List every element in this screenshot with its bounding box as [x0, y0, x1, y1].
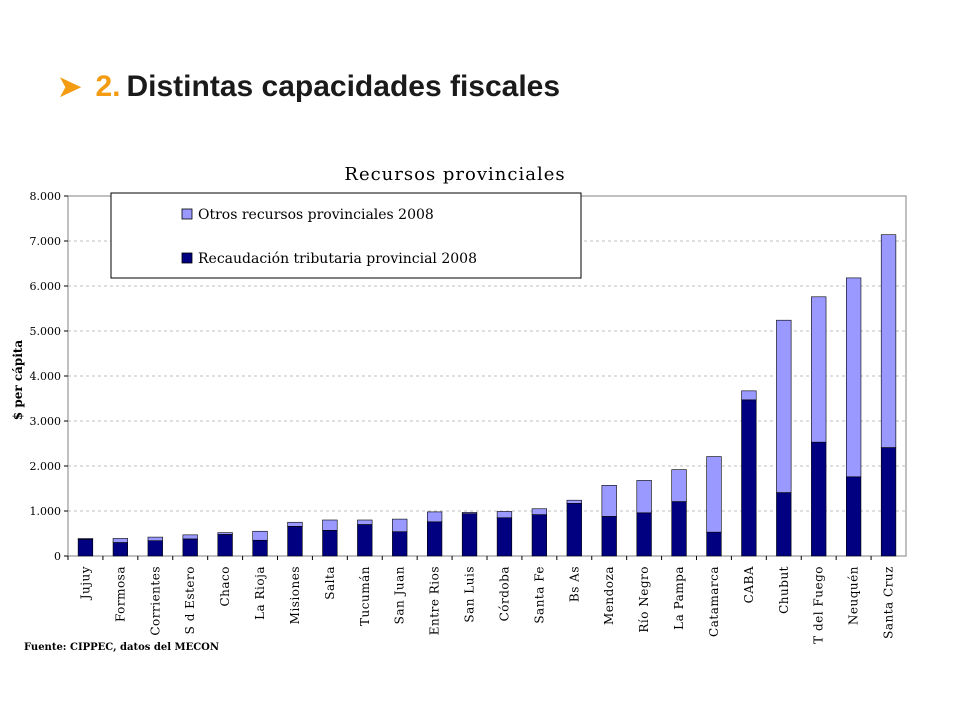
bar-otros: [531, 508, 548, 515]
bar-otros: [845, 277, 862, 478]
bar-recaudacion: [461, 513, 478, 557]
bar-recaudacion: [741, 399, 757, 557]
bar-recaudacion: [357, 524, 373, 557]
bar-otros: [147, 536, 163, 541]
x-tick-label: CABA: [742, 566, 756, 603]
y-tick-label: 5.000: [30, 325, 62, 338]
bar-otros: [496, 511, 513, 519]
chart-title: Recursos provinciales: [344, 164, 565, 185]
bar-otros: [880, 234, 897, 448]
legend-label-recaudacion: Recaudación tributaria provincial 2008: [198, 251, 477, 267]
bar-recaudacion: [811, 441, 827, 557]
y-tick-label: 0: [54, 550, 61, 563]
y-tick-label: 7.000: [30, 235, 62, 248]
legend-box: [110, 192, 582, 279]
bar-otros: [566, 499, 582, 504]
legend-swatch-recaudacion: [181, 252, 193, 264]
legend-swatch-otros: [181, 208, 193, 220]
y-tick-label: 1.000: [30, 505, 62, 518]
bar-otros: [357, 519, 373, 525]
x-axis-ticks: Jujuy Formosa Corrientes S d Estero Chaco La …: [67, 556, 896, 644]
x-tick-label: Corrientes: [148, 566, 162, 636]
x-tick-label: San Luis: [463, 566, 477, 623]
bar-recaudacion: [845, 476, 862, 557]
legend-label-otros: Otros recursos provinciales 2008: [198, 207, 434, 223]
bar-otros: [252, 530, 268, 541]
bar-otros: [217, 532, 233, 535]
x-tick-label: Chaco: [218, 566, 232, 607]
bar-recaudacion: [287, 525, 303, 557]
bar-recaudacion: [112, 542, 129, 557]
x-tick-label: Jujuy: [78, 566, 92, 601]
bar-otros: [636, 480, 652, 514]
arrow-right-icon: ➤: [58, 71, 82, 102]
bar-recaudacion: [392, 531, 408, 557]
bar-otros: [741, 390, 757, 401]
x-tick-label: Santa Cruz: [882, 566, 896, 639]
bar-recaudacion: [496, 517, 513, 557]
source-note: Fuente: CIPPEC, datos del MECON: [24, 642, 220, 653]
bar-otros: [671, 469, 687, 502]
bar-otros: [426, 511, 443, 523]
bar-otros: [112, 538, 129, 543]
x-tick-label: Chubut: [777, 566, 791, 614]
bar-otros: [601, 485, 617, 517]
x-tick-label: Córdoba: [497, 566, 511, 621]
bar-recaudacion: [531, 514, 548, 557]
y-tick-label: 3.000: [30, 415, 62, 428]
x-tick-label: S d Estero: [183, 566, 197, 634]
bar-recaudacion: [776, 492, 792, 557]
bar-otros: [461, 512, 478, 514]
bar-recaudacion: [671, 501, 687, 557]
bar-otros: [322, 519, 338, 531]
x-tick-label: Río Negro: [637, 566, 651, 633]
bar-otros: [392, 518, 408, 532]
x-tick-label: Tucumán: [358, 566, 372, 626]
bar-recaudacion: [566, 503, 582, 557]
y-tick-label: 4.000: [30, 370, 62, 383]
bar-recaudacion: [147, 540, 163, 557]
x-tick-label: Entre Rios: [428, 566, 442, 635]
y-axis-label: $ per cápita: [11, 340, 25, 421]
legend: Otros recursos provinciales 2008 Recauda…: [110, 192, 582, 279]
x-tick-label: T del Fuego: [812, 566, 826, 644]
x-tick-label: La Pampa: [672, 566, 686, 630]
bar-otros: [182, 534, 198, 540]
y-tick-label: 8.000: [30, 190, 62, 203]
x-tick-label: Santa Fe: [532, 566, 546, 624]
x-tick-label: Mendoza: [602, 566, 616, 625]
x-tick-label: Catamarca: [707, 566, 721, 637]
x-tick-label: Neuquén: [847, 566, 861, 625]
x-tick-label: Formosa: [113, 566, 127, 622]
bar-recaudacion: [426, 521, 443, 557]
x-tick-label: Bs As: [567, 566, 581, 602]
bar-recaudacion: [182, 538, 198, 557]
bar-recaudacion: [706, 531, 722, 557]
bar-recaudacion: [601, 516, 617, 557]
bar-otros: [811, 296, 827, 443]
bar-recaudacion: [322, 530, 338, 557]
x-tick-label: San Juan: [393, 566, 407, 624]
bar-recaudacion: [217, 534, 233, 557]
bars-layer: [77, 234, 897, 557]
x-tick-label: Salta: [323, 566, 337, 600]
slide-title: ➤ 2. Distintas capacidades fiscales: [58, 70, 560, 104]
x-tick-label: Misiones: [288, 566, 302, 624]
title-text: Distintas capacidades fiscales: [126, 70, 561, 103]
bar-otros: [287, 521, 303, 527]
bar-recaudacion: [252, 539, 268, 557]
bar-otros: [77, 538, 94, 540]
title-number: 2.: [95, 70, 121, 103]
bar-recaudacion: [636, 512, 652, 557]
y-axis-ticks: 0 1.000 2.000 3.000 4.000 5.000 6.000 7.000 8.00…: [30, 190, 68, 563]
bar-recaudacion: [77, 539, 94, 557]
y-tick-label: 2.000: [30, 460, 62, 473]
bar-otros: [706, 456, 722, 533]
bar-otros: [776, 319, 792, 493]
y-tick-label: 6.000: [30, 280, 62, 293]
bar-recaudacion: [880, 447, 897, 557]
x-tick-label: La Rioja: [253, 566, 267, 620]
